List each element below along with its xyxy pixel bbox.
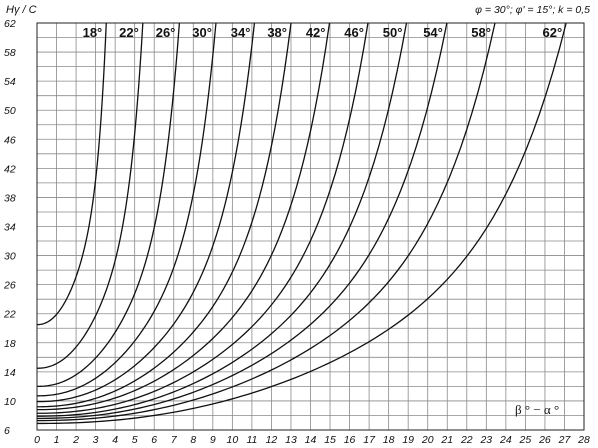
curve-label: 58° (471, 25, 491, 40)
x-tick-label: 9 (210, 434, 216, 446)
y-tick-label: 18 (4, 338, 16, 350)
x-tick-label: 0 (34, 434, 40, 446)
plot-frame (36, 22, 585, 431)
x-tick-label: 1 (54, 434, 60, 446)
grid (36, 22, 585, 431)
curve-label: 38° (267, 25, 287, 40)
curve-label: 22° (119, 25, 139, 40)
x-tick-label: 25 (519, 434, 532, 446)
curve-label: 42° (306, 25, 326, 40)
curve-labels: 18° 22° 26° 30° 34° 38° 42° 46° 50° 54° 58° 62° (83, 25, 563, 40)
x-tick-label: 5 (132, 434, 138, 446)
x-tick-label: 11 (246, 434, 257, 446)
y-tick-label: 26 (3, 280, 16, 292)
x-tick-label: 22 (460, 434, 473, 446)
curve-label: 62° (543, 25, 563, 40)
x-tick-label: 2 (72, 434, 79, 446)
curve-label: 26° (156, 25, 176, 40)
y-tick-label: 58 (4, 47, 16, 59)
y-tick-labels: 6 10 14 18 22 26 30 34 38 42 46 50 54 58 62 (3, 18, 16, 437)
x-tick-label: 8 (190, 434, 196, 446)
y-tick-label: 62 (4, 18, 16, 30)
curve-label: 54° (423, 25, 443, 40)
x-tick-label: 23 (479, 434, 492, 446)
curve-line (36, 22, 331, 411)
x-tick-label: 20 (421, 434, 434, 446)
y-tick-label: 50 (4, 105, 16, 117)
x-tick-label: 16 (344, 434, 356, 446)
x-tick-label: 14 (305, 434, 317, 446)
curve-line (36, 22, 107, 326)
curve-line (36, 22, 496, 422)
y-tick-label: 22 (3, 309, 16, 321)
curve-label: 50° (383, 25, 403, 40)
curve-line (36, 22, 448, 420)
curve-line (36, 22, 292, 408)
x-axis-label: β ° − α ° (515, 402, 559, 417)
x-tick-label: 27 (558, 434, 572, 446)
curve-line (36, 22, 567, 425)
curve-line (36, 22, 369, 414)
x-tick-label: 28 (577, 434, 590, 446)
x-tick-label: 6 (151, 434, 157, 446)
y-tick-label: 34 (4, 222, 16, 234)
x-tick-label: 18 (383, 434, 395, 446)
curve-label: 30° (192, 25, 212, 40)
curve-line (36, 22, 408, 417)
x-tick-label: 15 (324, 434, 336, 446)
y-tick-label: 10 (4, 396, 16, 408)
x-tick-label: 19 (402, 434, 414, 446)
y-tick-label: 6 (4, 425, 10, 437)
y-tick-label: 46 (4, 134, 16, 146)
x-tick-label: 10 (227, 434, 239, 446)
y-tick-label: 54 (4, 76, 16, 88)
curve-label: 34° (231, 25, 251, 40)
x-tick-label: 13 (285, 434, 297, 446)
x-tick-label: 24 (499, 434, 512, 446)
curves (36, 22, 567, 425)
curve-label: 46° (344, 25, 364, 40)
curve-line (36, 22, 256, 403)
curve-label: 18° (83, 25, 103, 40)
x-tick-label: 4 (112, 434, 118, 446)
x-tick-label: 21 (440, 434, 453, 446)
curve-line (36, 22, 181, 388)
chart-parameters: φ = 30°; φ' = 15°; k = 0,5 (475, 4, 590, 16)
y-tick-label: 42 (4, 163, 16, 175)
x-tick-labels: 0 1 2 3 4 5 6 7 8 9 10 11 12 13 14 15 16 17 18 19 20 21 22 23 24… (34, 434, 590, 446)
x-tick-label: 12 (266, 434, 278, 446)
x-tick-label: 7 (171, 434, 178, 446)
y-tick-label: 38 (4, 192, 16, 204)
y-tick-label: 14 (4, 367, 16, 379)
curve-line (36, 22, 144, 369)
x-tick-label: 3 (93, 434, 99, 446)
y-tick-label: 30 (4, 251, 16, 263)
x-tick-label: 26 (538, 434, 551, 446)
y-axis-label: Hγ / C (6, 4, 37, 16)
curve-line (36, 22, 217, 397)
x-tick-label: 17 (363, 434, 376, 446)
